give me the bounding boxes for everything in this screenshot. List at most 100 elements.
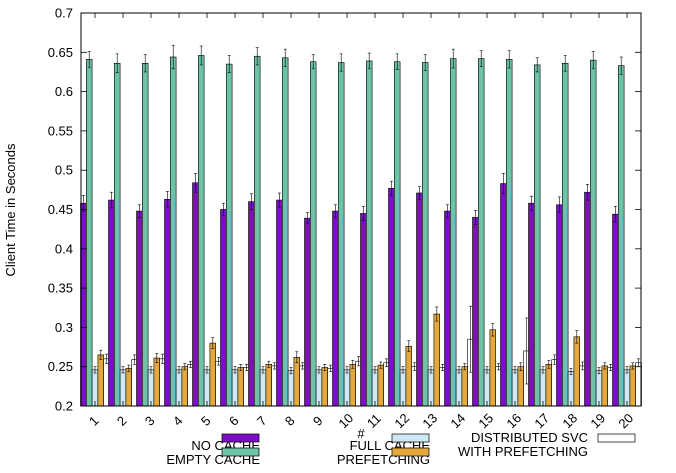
y-tick-label: 0.6 — [55, 84, 73, 99]
bar-empty-cache-3 — [142, 62, 149, 407]
bar-full-cache-16 — [511, 369, 519, 407]
bar-no-cache-3 — [136, 210, 143, 407]
bar-prefetching-17 — [545, 364, 553, 407]
x-tick-label: 4 — [170, 413, 186, 429]
bar-prefetching-7 — [265, 364, 272, 407]
bar-empty-cache-12 — [393, 61, 401, 407]
bar-prefetching-4 — [181, 366, 188, 407]
y-tick-label: 0.4 — [55, 241, 73, 256]
bar-full-cache-18 — [567, 371, 575, 407]
x-tick-label: 20 — [615, 410, 636, 431]
x-tick-label: 10 — [335, 410, 356, 431]
bar-empty-cache-7 — [254, 55, 261, 407]
x-tick-label: 7 — [254, 413, 270, 429]
bar-prefetching-14 — [461, 366, 468, 407]
bar-empty-cache-6 — [226, 63, 233, 407]
bar-full-cache-3 — [147, 369, 155, 407]
bar-full-cache-6 — [231, 369, 239, 407]
x-tick-label: 19 — [587, 410, 608, 431]
bar-prefetching-18 — [573, 336, 581, 407]
bar-empty-cache-8 — [281, 57, 289, 407]
bar-empty-cache-19 — [589, 59, 597, 407]
legend-label-distributed-svc-with-prefetching: WITH PREFETCHING — [458, 444, 588, 459]
bar-prefetching-19 — [601, 365, 609, 407]
bar-no-cache-19 — [584, 191, 591, 407]
bar-full-cache-2 — [119, 369, 127, 407]
x-tick-label: 5 — [198, 413, 214, 429]
bar-prefetching-5 — [209, 342, 216, 407]
bar-no-cache-4 — [164, 198, 171, 407]
legend-swatch-prefetching — [391, 447, 430, 457]
bar-no-cache-12 — [388, 187, 395, 407]
bar-prefetching-16 — [517, 366, 525, 407]
bar-no-cache-20 — [612, 213, 619, 407]
bar-prefetching-15 — [489, 329, 496, 407]
bar-empty-cache-2 — [114, 62, 121, 407]
bars-layer — [80, 44, 642, 407]
bar-no-cache-13 — [416, 192, 423, 407]
bar-no-cache-8 — [276, 199, 283, 407]
x-tick-label: 18 — [559, 410, 580, 431]
x-tick-label: 1 — [86, 413, 102, 429]
y-tick-label: 0.35 — [48, 281, 73, 296]
x-tick-label: 14 — [447, 410, 468, 431]
bar-prefetching-10 — [349, 364, 356, 407]
legend-label-distributed-svc-with-prefetching: DISTRIBUTED SVC — [471, 430, 588, 445]
bar-no-cache-17 — [528, 202, 535, 407]
bar-no-cache-15 — [472, 217, 479, 407]
x-tick-label: 11 — [364, 411, 384, 431]
bar-empty-cache-14 — [449, 58, 457, 407]
bar-no-cache-10 — [332, 210, 339, 407]
bar-full-cache-11 — [371, 369, 379, 407]
bar-full-cache-17 — [539, 369, 547, 407]
y-tick-label: 0.55 — [48, 123, 73, 138]
bar-full-cache-1 — [91, 369, 99, 407]
bar-no-cache-9 — [304, 217, 311, 407]
bar-prefetching-20 — [629, 365, 637, 407]
bar-empty-cache-10 — [337, 62, 345, 407]
bar-full-cache-19 — [595, 370, 603, 407]
bar-no-cache-16 — [500, 183, 507, 407]
y-tick-label: 0.7 — [55, 6, 73, 21]
bar-full-cache-5 — [203, 369, 211, 407]
legend-swatch-empty-cache — [221, 447, 260, 457]
bar-empty-cache-11 — [365, 60, 373, 407]
bar-prefetching-13 — [433, 313, 440, 407]
bar-no-cache-14 — [444, 210, 451, 407]
bar-prefetching-12 — [405, 345, 412, 407]
bar-full-cache-12 — [399, 369, 407, 407]
x-tick-label: 12 — [391, 410, 412, 431]
bar-empty-cache-13 — [421, 62, 429, 407]
y-axis-label: Client Time in Seconds — [3, 143, 18, 276]
bar-no-cache-6 — [220, 209, 227, 407]
bar-prefetching-11 — [377, 364, 384, 407]
bar-no-cache-2 — [108, 199, 115, 407]
x-tick-label: 15 — [475, 410, 496, 431]
bar-full-cache-14 — [455, 369, 463, 407]
legend-swatch-no-cache — [221, 433, 260, 443]
bar-empty-cache-9 — [309, 61, 317, 407]
bar-prefetching-1 — [97, 354, 105, 407]
bar-no-cache-11 — [360, 213, 367, 407]
bar-empty-cache-20 — [617, 65, 625, 407]
bar-empty-cache-4 — [170, 56, 177, 407]
bar-empty-cache-5 — [198, 55, 205, 407]
x-tick-label: 13 — [419, 410, 440, 431]
x-tick-label: 16 — [503, 410, 524, 431]
legend-swatch-distributed-svc-with-prefetching — [597, 433, 636, 443]
bar-full-cache-7 — [259, 369, 267, 407]
bar-full-cache-10 — [343, 369, 351, 407]
bar-full-cache-9 — [315, 369, 323, 407]
x-axis-label: # — [357, 426, 365, 441]
x-tick-label: 2 — [114, 413, 130, 429]
x-tick-label: 9 — [310, 413, 326, 429]
bar-prefetching-8 — [293, 356, 300, 407]
y-tick-label: 0.3 — [55, 320, 73, 335]
bar-empty-cache-17 — [533, 64, 541, 407]
bar-full-cache-8 — [287, 370, 295, 407]
bar-full-cache-20 — [623, 369, 631, 407]
y-tick-label: 0.5 — [55, 163, 73, 178]
bar-full-cache-4 — [175, 369, 183, 407]
bar-empty-cache-18 — [561, 62, 569, 407]
